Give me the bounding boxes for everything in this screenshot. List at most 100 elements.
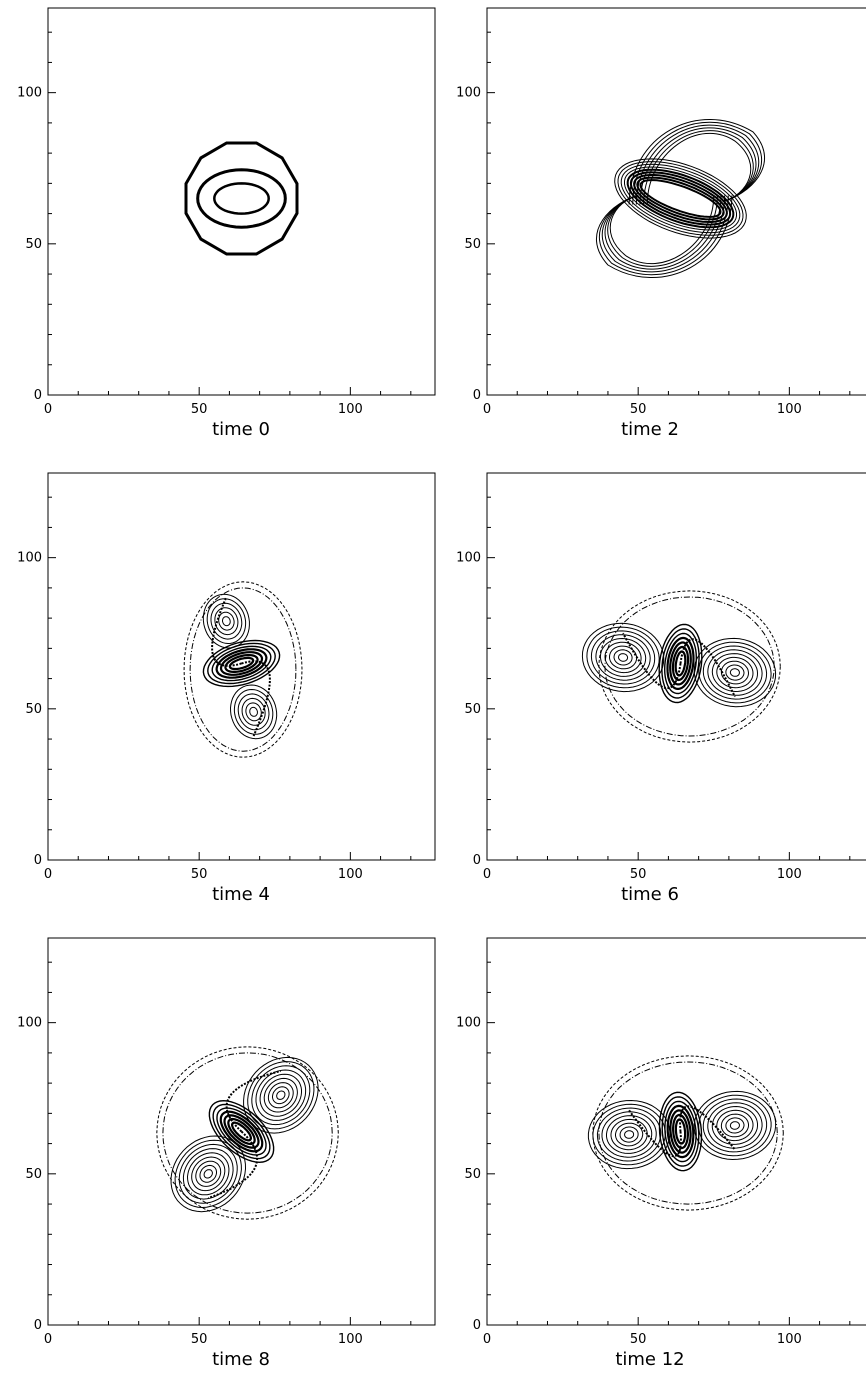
vortex-b-contour <box>249 706 258 717</box>
panel-caption: time 12 <box>615 1349 684 1370</box>
vortex-a-contour <box>615 1122 644 1147</box>
y-tick-label: 50 <box>25 237 42 252</box>
y-tick-label: 100 <box>17 551 42 566</box>
vortex-a-contour <box>599 637 647 677</box>
core-contour <box>227 1117 256 1146</box>
vortex-a-contour <box>259 1073 302 1117</box>
vortex-b-contour <box>711 653 759 693</box>
arm-contour-upper <box>628 119 766 205</box>
vortex-a-contour <box>263 1077 298 1113</box>
core-contour <box>624 166 737 231</box>
vortex-b-contour <box>191 1156 226 1192</box>
plot-frame <box>486 937 866 1326</box>
x-tick-label: 50 <box>630 402 647 417</box>
vortex-a-contour <box>595 634 651 681</box>
envelope-contour <box>598 590 781 743</box>
panel-caption: time 0 <box>212 419 270 440</box>
vortex-a-contour <box>610 1118 648 1151</box>
y-tick-label: 100 <box>456 551 481 566</box>
x-tick-label: 0 <box>483 1332 491 1347</box>
spiral-arm <box>622 632 682 690</box>
core-contour <box>216 1107 267 1156</box>
vortex-b-contour <box>707 649 763 696</box>
arm-contour-lower <box>601 194 726 273</box>
envelope-contour <box>592 1055 784 1211</box>
vortex-b-contour <box>707 1102 763 1149</box>
vortex-a-contour <box>206 598 247 645</box>
plot-frame <box>486 472 866 861</box>
outer-contour <box>184 141 299 256</box>
panel-4: 0 50 100 0 50 100 time 8 <box>17 937 436 1370</box>
core-contour <box>669 641 692 686</box>
contour-lines <box>156 1046 339 1220</box>
spiral-arm <box>225 1070 282 1133</box>
envelope-contour-inner <box>598 1061 778 1205</box>
core-contour <box>633 174 728 224</box>
vortex-b-contour <box>702 1098 768 1153</box>
contour-lines <box>587 1055 784 1211</box>
vortex-a-contour <box>586 626 660 689</box>
inner-contour <box>213 182 270 215</box>
plot-frame <box>47 7 436 396</box>
vortex-b-contour <box>174 1139 242 1209</box>
spiral-arm <box>679 1105 736 1151</box>
arm-contour-upper <box>639 127 757 205</box>
middle-contour <box>196 168 287 229</box>
panel-1: 0 50 100 0 50 100 time 2 <box>456 7 866 440</box>
spiral-arm <box>211 596 242 667</box>
vortex-b-contour <box>716 656 754 689</box>
x-tick-label: 50 <box>191 867 208 882</box>
vortex-b-contour <box>245 702 262 722</box>
core-contour <box>636 176 725 221</box>
x-tick-label: 0 <box>44 867 52 882</box>
vortex-a-contour <box>276 1090 286 1100</box>
arm-contour-lower <box>598 194 729 276</box>
vortex-b-contour <box>693 637 777 708</box>
vortex-a-contour <box>243 1056 319 1134</box>
vortex-b-contour <box>199 1164 217 1183</box>
vortex-b-contour <box>725 1117 745 1134</box>
x-tick-label: 0 <box>44 402 52 417</box>
vortex-a-contour <box>606 1115 653 1154</box>
y-tick-label: 100 <box>456 86 481 101</box>
y-tick-label: 50 <box>25 702 42 717</box>
vortex-a-contour <box>218 611 235 631</box>
x-tick-label: 0 <box>483 867 491 882</box>
vortex-b-contour <box>698 641 772 704</box>
arm-contour-upper <box>646 132 752 205</box>
vortex-a-contour <box>587 1099 671 1170</box>
y-tick-label: 50 <box>464 237 481 252</box>
arm-contour-upper <box>643 130 754 205</box>
panel-caption: time 8 <box>212 1349 270 1370</box>
vortex-b-contour <box>693 1090 777 1161</box>
vortex-b-contour <box>203 1169 213 1179</box>
y-tick-label: 0 <box>473 388 481 403</box>
x-tick-label: 100 <box>338 1332 363 1347</box>
core-contour <box>626 168 735 229</box>
core-contour <box>211 645 272 682</box>
spiral-arm <box>628 1109 682 1158</box>
y-tick-label: 0 <box>473 1318 481 1333</box>
y-tick-label: 100 <box>17 1016 42 1031</box>
envelope-contour-inner <box>604 596 775 737</box>
vortex-a-contour <box>619 1126 639 1143</box>
panel-caption: time 6 <box>621 884 679 905</box>
panel-5: 0 50 100 0 50 100 time 12 <box>456 937 866 1370</box>
envelope-contour <box>156 1046 339 1220</box>
y-tick-label: 100 <box>17 86 42 101</box>
vortex-a-contour <box>255 1069 307 1121</box>
arm-contour-upper <box>632 121 763 205</box>
x-tick-label: 100 <box>777 402 802 417</box>
x-tick-label: 100 <box>777 1332 802 1347</box>
core-contour <box>672 1113 689 1150</box>
vortex-b-contour <box>170 1135 247 1213</box>
vortex-a-contour <box>617 653 629 662</box>
core-contour <box>666 1104 695 1159</box>
vortex-b-contour <box>229 684 278 740</box>
x-tick-label: 100 <box>338 867 363 882</box>
panel-caption: time 4 <box>212 884 270 905</box>
core-contour <box>617 161 744 236</box>
vortex-b-contour <box>178 1143 238 1204</box>
core-contour <box>208 1099 275 1164</box>
core-contour <box>674 1118 687 1145</box>
